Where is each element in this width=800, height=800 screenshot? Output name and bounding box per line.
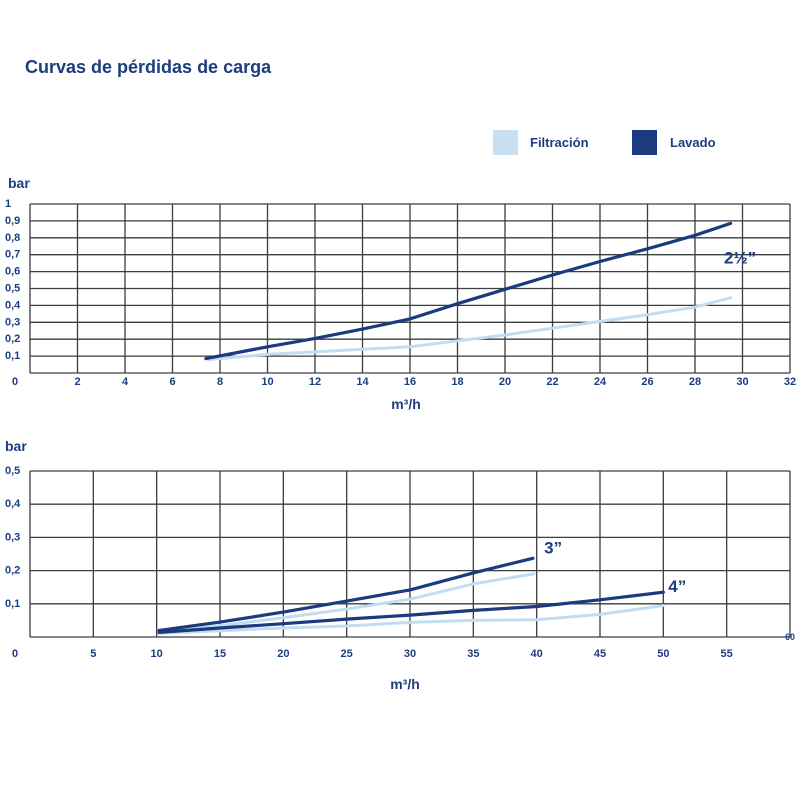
- annotation-label: 2½”: [724, 249, 756, 268]
- annotation-label: 4”: [668, 577, 686, 596]
- x-tick-label: 2: [74, 376, 80, 388]
- x-tick-label: 12: [309, 376, 321, 388]
- x-tick-label: 26: [641, 376, 653, 388]
- x-tick-label: 5: [90, 648, 96, 660]
- y-axis-unit-label: bar: [8, 175, 30, 191]
- y-tick-label: 0,5: [5, 283, 20, 295]
- y-axis-unit-label: bar: [5, 438, 27, 454]
- x-tick-label: 0: [12, 376, 18, 388]
- x-tick-label: 8: [217, 376, 223, 388]
- series-line-filtracion: [157, 572, 536, 633]
- x-tick-label-edge: 60: [785, 632, 795, 642]
- x-tick-label: 14: [356, 376, 369, 388]
- legend-swatch-filtracion: [493, 130, 518, 155]
- y-tick-label: 0,6: [5, 266, 20, 278]
- legend-swatch-lavado: [632, 130, 657, 155]
- x-tick-label: 22: [546, 376, 558, 388]
- series-line-filtracion: [206, 296, 733, 361]
- x-tick-label: 20: [499, 376, 511, 388]
- x-tick-label: 20: [277, 648, 289, 660]
- y-tick-label: 1: [5, 198, 11, 210]
- y-tick-label: 0,8: [5, 232, 20, 244]
- x-tick-label: 32: [784, 376, 796, 388]
- x-tick-label: 25: [341, 648, 353, 660]
- x-tick-label: 30: [736, 376, 748, 388]
- x-tick-label: 28: [689, 376, 701, 388]
- x-tick-label: 35: [467, 648, 479, 660]
- y-tick-label: 0,5: [5, 465, 20, 477]
- legend-label-lavado: Lavado: [670, 135, 716, 150]
- series-line-filtracion: [157, 604, 665, 635]
- x-tick-label: 55: [721, 648, 733, 660]
- x-tick-label: 15: [214, 648, 226, 660]
- series-line-lavado: [157, 590, 665, 635]
- y-tick-label: 0,1: [5, 350, 20, 362]
- x-tick-label: 6: [169, 376, 175, 388]
- x-tick-label: 40: [531, 648, 543, 660]
- y-tick-label: 0,4: [5, 498, 21, 510]
- x-tick-label: 16: [404, 376, 416, 388]
- y-tick-label: 0,7: [5, 249, 20, 261]
- y-tick-label: 0,4: [5, 299, 21, 311]
- series-line-lavado: [204, 221, 733, 361]
- page-title: Curvas de pérdidas de carga: [25, 57, 272, 77]
- legend-label-filtracion: Filtración: [530, 135, 589, 150]
- series-line-lavado: [157, 556, 535, 633]
- x-tick-label: 30: [404, 648, 416, 660]
- x-tick-label: 4: [122, 376, 129, 388]
- x-tick-label: 18: [451, 376, 463, 388]
- annotation-label: 3”: [544, 539, 562, 558]
- legend: Filtración Lavado: [0, 130, 800, 156]
- y-tick-label: 0,9: [5, 215, 20, 227]
- y-tick-label: 0,3: [5, 316, 20, 328]
- x-tick-label: 45: [594, 648, 606, 660]
- x-tick-label: 10: [261, 376, 273, 388]
- y-tick-label: 0,3: [5, 531, 20, 543]
- y-tick-label: 0,2: [5, 333, 20, 345]
- x-tick-label: 24: [594, 376, 607, 388]
- x-tick-label: 10: [151, 648, 163, 660]
- x-axis-unit-label: m³/h: [391, 396, 421, 412]
- x-tick-label: 50: [657, 648, 669, 660]
- x-tick-label: 0: [12, 648, 18, 660]
- y-tick-label: 0,1: [5, 598, 20, 610]
- y-tick-label: 0,2: [5, 565, 20, 577]
- x-axis-unit-label: m³/h: [390, 676, 420, 692]
